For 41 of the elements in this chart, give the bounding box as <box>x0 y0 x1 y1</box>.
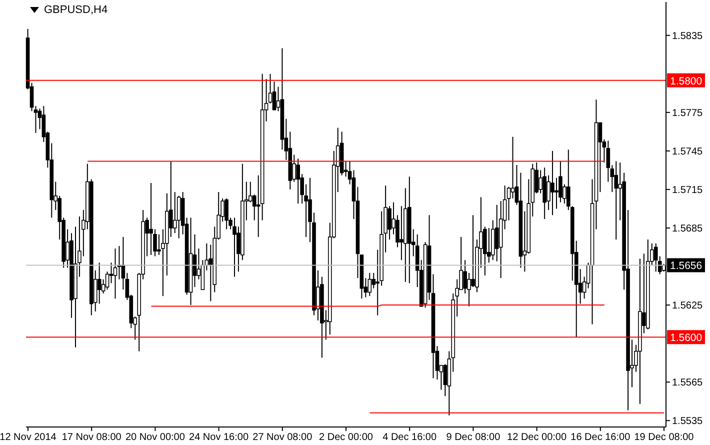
candlestick <box>510 136 515 199</box>
y-tick-label: 1.5835 <box>672 30 704 42</box>
ref-line-label: 1.5656 <box>670 260 702 272</box>
candlestick <box>232 217 236 278</box>
candlestick <box>550 150 554 216</box>
candlestick <box>176 195 181 239</box>
x-tick-label: 12 Dec 00:00 <box>507 432 567 444</box>
candlestick <box>149 182 153 256</box>
ref-line-label: 1.5600 <box>670 332 702 344</box>
x-tick-label: 27 Nov 08:00 <box>252 432 313 444</box>
y-tick-label: 1.5625 <box>672 300 704 312</box>
y-tick-label: 1.5685 <box>672 224 704 235</box>
ref-line-label: 1.5800 <box>670 75 702 88</box>
y-tick-label: 1.5775 <box>672 108 704 119</box>
chart-title: GBPUSD,H4 <box>44 4 108 16</box>
x-tick-label: 2 Dec 00:00 <box>319 432 374 444</box>
x-tick-label: 12 Nov 2014 <box>0 432 57 444</box>
candlestick <box>471 214 475 288</box>
x-tick-label: 20 Nov 00:00 <box>125 432 186 444</box>
candlestick <box>224 198 228 230</box>
x-tick-label: 17 Nov 08:00 <box>62 432 122 444</box>
candlestick <box>368 272 372 297</box>
candlestick <box>614 160 618 240</box>
candlestick <box>296 158 300 204</box>
x-tick-label: 19 Dec 08:00 <box>634 432 694 444</box>
candlestick <box>654 242 658 272</box>
x-tick-label: 24 Nov 16:00 <box>189 432 249 444</box>
x-tick-label: 9 Dec 08:00 <box>446 432 501 444</box>
x-tick-label: 4 Dec 16:00 <box>382 432 437 444</box>
candlestick <box>388 206 392 240</box>
x-tick-label: 16 Dec 16:00 <box>570 432 631 444</box>
candlestick <box>113 248 118 300</box>
candlestick <box>554 177 558 210</box>
y-tick-label: 1.5535 <box>672 416 704 428</box>
candlestick <box>400 206 404 261</box>
candlestick <box>97 262 102 304</box>
y-tick-label: 1.5565 <box>672 378 704 389</box>
y-tick-label: 1.5715 <box>672 185 704 196</box>
candlestick <box>105 271 110 290</box>
y-tick-label: 1.5745 <box>672 146 704 158</box>
candlestick <box>109 262 114 284</box>
